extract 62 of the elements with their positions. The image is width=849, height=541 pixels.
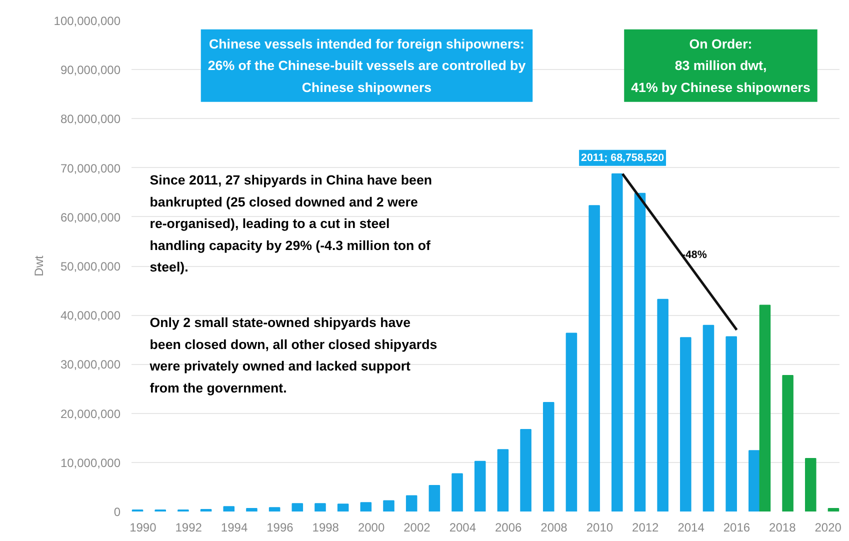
y-axis-title: Dwt xyxy=(32,255,46,276)
bar xyxy=(452,473,463,512)
y-tick-label: 20,000,000 xyxy=(60,406,121,421)
x-tick-label: 1990 xyxy=(130,520,157,534)
y-tick-label: 100,000,000 xyxy=(54,14,121,28)
bar xyxy=(588,205,600,512)
x-tick-label: 1996 xyxy=(266,520,294,534)
annotation: Since 2011, 27 shipyards in China have been bankrupted (25 closed downed and 2 were re-organised), leading to a cut in steel handling capacity by 29% (-4.3 million ton of steel). xyxy=(150,172,432,275)
bar xyxy=(292,503,304,512)
bar xyxy=(726,336,737,512)
bar xyxy=(223,506,235,512)
bar xyxy=(360,502,372,512)
x-tick-label: 2014 xyxy=(678,520,705,534)
y-tick-label: 50,000,000 xyxy=(60,260,121,274)
bar xyxy=(406,495,418,512)
bar xyxy=(337,504,349,512)
y-tick-label: 90,000,000 xyxy=(60,63,121,78)
x-tick-label: 2018 xyxy=(769,520,796,534)
bar xyxy=(314,503,326,512)
x-tick-label: 1992 xyxy=(175,520,202,534)
x-tick-label: 2016 xyxy=(723,520,750,534)
annotation: Chinese vessels intended for foreign shipowners: 26% of the Chinese-built vessels are controlled by Chinese shipowners xyxy=(208,36,526,95)
bar xyxy=(268,507,280,512)
y-tick-label: 0 xyxy=(114,505,121,519)
bar xyxy=(497,449,509,512)
y-tick-label: 40,000,000 xyxy=(60,308,121,323)
annotation: On Order: 83 million dwt, 41% by Chinese shipowners xyxy=(631,36,810,95)
bar xyxy=(520,429,532,512)
bar xyxy=(759,304,771,512)
bar xyxy=(566,332,578,512)
bar xyxy=(828,508,840,512)
bar xyxy=(748,450,760,512)
bar xyxy=(805,458,816,512)
bar xyxy=(383,500,394,512)
bar xyxy=(612,173,623,512)
x-tick-label: 1998 xyxy=(312,520,340,534)
bar xyxy=(680,337,692,512)
annotation: -48% xyxy=(682,248,708,261)
x-tick-label: 2006 xyxy=(494,520,522,534)
y-tick-label: 10,000,000 xyxy=(60,456,121,470)
bar xyxy=(542,402,554,512)
y-tick-label: 30,000,000 xyxy=(60,358,121,372)
bar xyxy=(702,324,714,512)
bar xyxy=(474,460,486,512)
bar xyxy=(657,298,668,512)
x-tick-label: 1994 xyxy=(220,520,248,534)
bar xyxy=(428,484,440,512)
x-tick-label: 2012 xyxy=(632,520,660,534)
x-tick-label: 2020 xyxy=(814,520,842,534)
bar xyxy=(634,192,646,512)
bar xyxy=(782,374,794,512)
x-tick-label: 2008 xyxy=(540,520,568,534)
bar xyxy=(246,508,258,512)
y-tick-label: 60,000,000 xyxy=(60,210,121,224)
x-tick-label: 2000 xyxy=(358,520,385,534)
annotation: Only 2 small state-owned shipyards have been closed down, all other closed shipyards were privately owned and lacked support from the government. xyxy=(148,315,438,396)
x-tick-label: 2004 xyxy=(449,520,476,534)
annotation: 2011; 68,758,520 xyxy=(581,152,664,164)
x-tick-label: 2010 xyxy=(586,520,614,534)
y-tick-label: 80,000,000 xyxy=(60,112,121,126)
x-tick-label: 2002 xyxy=(404,520,431,534)
y-tick-label: 70,000,000 xyxy=(60,161,121,176)
